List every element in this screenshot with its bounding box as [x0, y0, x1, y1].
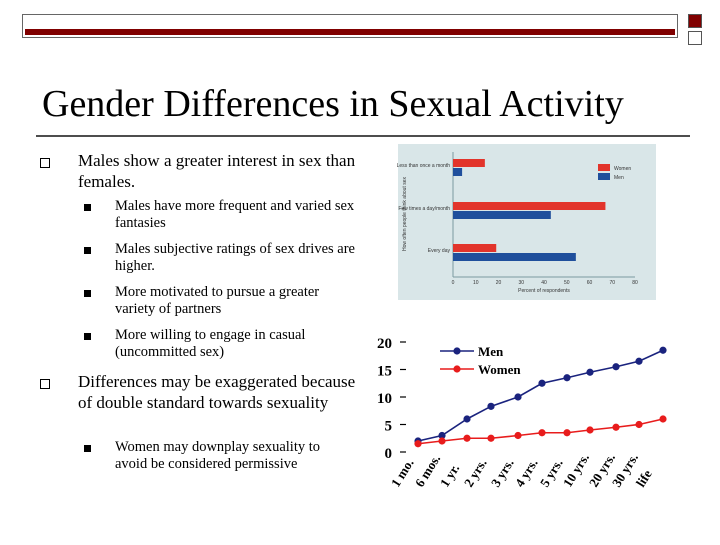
title-divider [36, 135, 690, 137]
data-point [438, 431, 446, 440]
bar-chart-x-tick-label: 10 [473, 280, 479, 286]
sub-bullet-text: More motivated to pursue a greater varie… [115, 284, 320, 317]
bar-chart-x-tick-label: 40 [541, 280, 547, 286]
line-chart-y-tick-label: 5 [385, 419, 393, 435]
bar-chart-x-tick-label: 80 [632, 280, 638, 286]
line-chart-x-tick-label: 4 yrs. [512, 456, 541, 490]
bar-chart: How often people think about sex Less tha… [392, 142, 658, 312]
data-point [514, 431, 522, 440]
bar-chart-x-tick-label: 30 [518, 280, 524, 286]
bar [453, 168, 463, 176]
bar-chart-x-tick-label: 60 [587, 280, 593, 286]
sub-bullet-text: Males have more frequent and varied sex … [115, 198, 355, 231]
line-chart-x-tick-label: 1 mo. [388, 456, 417, 490]
data-point [487, 402, 495, 410]
bar-chart-legend-label: Women [614, 166, 631, 172]
line-series-men [417, 349, 664, 442]
line-chart-legend-marker [453, 365, 461, 373]
data-point [538, 429, 546, 437]
data-point [563, 429, 571, 437]
line-chart-legend-label: Women [478, 362, 521, 377]
data-point [586, 368, 594, 376]
bullet-text: Differences may be exaggerated because o… [78, 372, 356, 412]
data-point [487, 434, 495, 442]
line-chart-y-tick-label: 10 [377, 391, 392, 407]
bar-chart-y-axis-label: How often people think about sex [402, 177, 408, 251]
bar-chart-legend-label: Men [614, 175, 624, 181]
filled-square-bullet-icon [84, 204, 91, 211]
data-point [463, 415, 471, 423]
bar-chart-category-label: Few times a day/month [398, 206, 450, 212]
data-point [463, 434, 471, 442]
slide-title: Gender Differences in Sexual Activity [42, 83, 624, 125]
data-point [514, 393, 522, 401]
bar-chart-legend-swatch [598, 173, 610, 180]
line-chart-x-tick-label: 2 yrs. [461, 456, 490, 490]
bar-chart-background [398, 144, 656, 300]
bar-chart-figure: How often people think about sex Less tha… [392, 142, 658, 312]
bar [453, 202, 606, 210]
data-point [612, 363, 620, 371]
square-bullet-icon [40, 379, 50, 389]
bar-chart-x-axis-label: Percent of respondents [518, 288, 570, 294]
bullet-text: Males show a greater interest in sex tha… [78, 151, 356, 191]
bar-chart-x-tick-label: 0 [452, 280, 455, 286]
filled-square-bullet-icon [84, 247, 91, 254]
line-chart-y-tick-label: 20 [377, 336, 392, 352]
line-chart-x-tick-label: 5 yrs. [537, 456, 566, 490]
filled-square-bullet-icon [84, 290, 91, 297]
data-point [659, 346, 667, 354]
sub-bullet-text: More willing to engage in casual (uncomm… [115, 327, 306, 360]
line-chart-x-tick-label: 10 yrs. [560, 450, 592, 489]
line-chart-y-tick-label: 15 [377, 364, 392, 380]
bar-chart-legend-swatch [598, 164, 610, 171]
sub-bullet-text: Males subjective ratings of sex drives a… [115, 241, 355, 274]
line-chart-x-tick-label: life [633, 467, 655, 490]
filled-square-bullet-icon [84, 445, 91, 452]
bar [453, 253, 576, 261]
line-chart-legend-marker [453, 347, 461, 355]
line-chart-x-tick-label: 3 yrs. [488, 456, 517, 490]
data-point [563, 374, 571, 382]
data-point [538, 379, 546, 387]
data-point [612, 423, 620, 431]
bar [453, 244, 497, 252]
bar-chart-x-tick-label: 70 [609, 280, 615, 286]
data-point [635, 420, 643, 429]
bar-chart-x-tick-label: 20 [496, 280, 502, 286]
data-point [414, 440, 422, 448]
data-point [586, 426, 594, 434]
bar [453, 159, 485, 167]
filled-square-bullet-icon [84, 333, 91, 340]
bar [453, 211, 551, 219]
sub-bullet-text: Women may downplay sexuality to avoid be… [115, 439, 321, 472]
data-point [659, 415, 667, 423]
bar-chart-category-label: Every day [428, 248, 451, 254]
corner-square-filled [688, 14, 702, 28]
corner-square-empty [688, 31, 702, 45]
line-chart-x-tick-label: 1 yr. [437, 461, 462, 489]
top-accent-strip [25, 29, 675, 35]
data-point [635, 357, 643, 365]
line-chart-y-tick-label: 0 [385, 446, 393, 462]
square-bullet-icon [40, 158, 50, 168]
bar-chart-x-tick-label: 50 [564, 280, 570, 286]
bar-chart-category-label: Less than once a month [397, 163, 451, 169]
line-chart-legend-label: Men [478, 344, 504, 359]
data-point [438, 437, 446, 445]
line-chart-figure: 0 5 10 15 20 Men Women 1 mo. 6 mos. 1 yr. 2 yrs. 3 … [372, 330, 692, 540]
top-decoration-bar [22, 14, 678, 38]
